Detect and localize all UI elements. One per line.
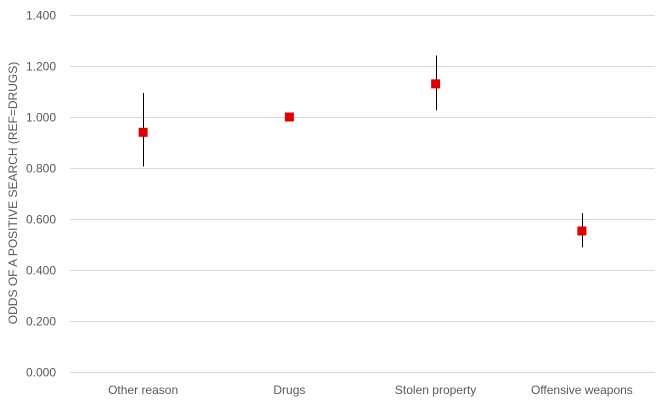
y-tick-label: 0.200	[26, 315, 56, 329]
x-tick-label: Other reason	[108, 383, 178, 397]
y-tick-label: 1.200	[26, 60, 56, 74]
data-point-marker	[138, 127, 148, 137]
y-tick-label: 0.600	[26, 213, 56, 227]
data-point-marker	[577, 226, 587, 236]
y-axis-title: ODDS OF A POSITIVE SEARCH (REF=DRUGS)	[6, 62, 20, 324]
y-tick-label: 0.800	[26, 162, 56, 176]
y-tick-label: 1.000	[26, 111, 56, 125]
x-tick-label: Stolen property	[395, 383, 476, 397]
x-tick-label: Drugs	[273, 383, 305, 397]
error-bars	[143, 55, 583, 248]
data-point-marker	[284, 112, 294, 122]
data-point-marker	[431, 79, 441, 89]
gridlines	[70, 15, 655, 373]
x-tick-label: Offensive weapons	[531, 383, 633, 397]
y-axis-tick-labels: 0.000 0.200 0.400 0.600 0.800 1.000 1.200 1.400	[26, 9, 56, 380]
y-tick-label: 0.400	[26, 264, 56, 278]
data-markers	[138, 79, 587, 236]
y-tick-label: 0.000	[26, 366, 56, 380]
y-tick-label: 1.400	[26, 9, 56, 23]
x-axis-category-labels: Other reason Drugs Stolen property Offensiv…	[108, 383, 633, 397]
